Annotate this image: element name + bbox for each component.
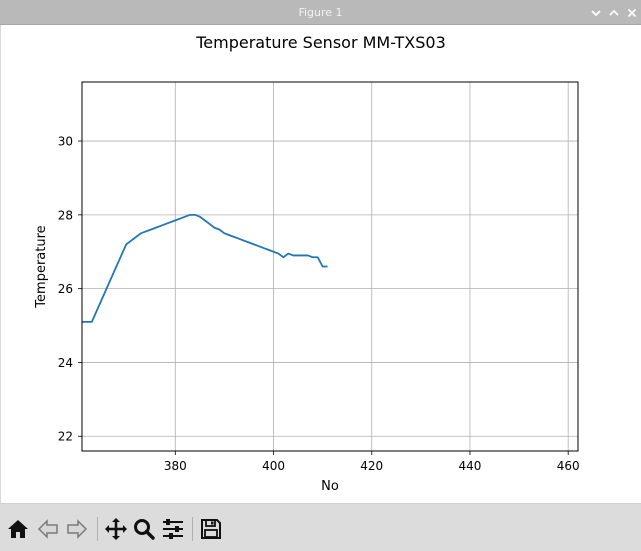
maximize-button[interactable] — [605, 4, 622, 21]
pan-button[interactable] — [103, 516, 129, 542]
figure-canvas[interactable]: Temperature Sensor MM-TXS03 380 400 420 440… — [0, 25, 641, 503]
x-tick-label: 380 — [164, 459, 187, 473]
chevron-up-icon — [608, 9, 619, 16]
zoom-button[interactable] — [131, 516, 157, 542]
magnifier-icon — [134, 519, 155, 540]
window-titlebar[interactable]: Figure 1 — [0, 0, 641, 25]
x-tick-label: 400 — [262, 459, 285, 473]
y-axis-label: Temperature — [34, 225, 49, 308]
toolbar-separator — [192, 517, 193, 541]
grid — [82, 82, 578, 451]
y-tick-label: 22 — [58, 430, 73, 444]
floppy-disk-icon — [201, 519, 221, 539]
close-icon — [627, 8, 636, 17]
back-button[interactable] — [35, 516, 61, 542]
home-icon — [8, 520, 28, 538]
line-chart: Temperature Sensor MM-TXS03 380 400 420 440… — [34, 33, 580, 494]
x-tick-label: 460 — [557, 459, 580, 473]
window-title: Figure 1 — [298, 6, 343, 19]
save-button[interactable] — [198, 516, 224, 542]
chevron-down-icon — [590, 9, 601, 16]
x-tick-label: 420 — [360, 459, 383, 473]
home-button[interactable] — [5, 516, 31, 542]
axes-frame — [81, 81, 579, 452]
move-icon — [105, 518, 127, 540]
sliders-icon — [163, 519, 183, 539]
forward-button[interactable] — [64, 516, 90, 542]
axis-ticks: 380 400 420 440 460 22 24 26 28 30 — [58, 135, 580, 473]
x-axis-label: No — [321, 479, 339, 494]
configure-subplots-button[interactable] — [160, 516, 186, 542]
back-arrow-icon — [37, 519, 58, 539]
y-tick-label: 26 — [58, 282, 73, 296]
toolbar-separator — [97, 517, 98, 541]
close-button[interactable] — [623, 4, 640, 21]
forward-arrow-icon — [67, 519, 88, 539]
series-layer — [82, 213, 328, 323]
x-tick-label: 440 — [459, 459, 482, 473]
y-tick-label: 24 — [58, 356, 73, 370]
minimize-button[interactable] — [587, 4, 604, 21]
chart-title: Temperature Sensor MM-TXS03 — [195, 33, 446, 52]
y-tick-label: 28 — [58, 208, 73, 222]
y-tick-label: 30 — [58, 135, 73, 149]
navigation-toolbar — [0, 503, 641, 551]
temperature-series-line — [82, 213, 328, 323]
